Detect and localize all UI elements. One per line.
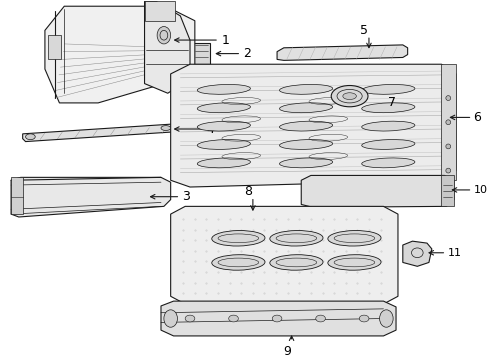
Ellipse shape [327, 255, 380, 270]
FancyBboxPatch shape [192, 43, 210, 64]
Text: 8: 8 [244, 185, 251, 198]
Text: 10: 10 [472, 185, 487, 195]
FancyBboxPatch shape [25, 193, 45, 202]
Ellipse shape [445, 96, 450, 100]
Ellipse shape [279, 121, 332, 131]
FancyBboxPatch shape [405, 184, 418, 202]
Polygon shape [11, 177, 22, 214]
Polygon shape [170, 206, 397, 304]
Ellipse shape [359, 315, 368, 322]
Ellipse shape [330, 86, 367, 107]
Ellipse shape [445, 120, 450, 125]
Text: 3: 3 [182, 190, 190, 203]
Polygon shape [402, 241, 431, 266]
Polygon shape [441, 175, 453, 206]
FancyBboxPatch shape [426, 184, 440, 202]
Ellipse shape [163, 310, 177, 327]
FancyBboxPatch shape [142, 193, 161, 202]
Ellipse shape [197, 140, 250, 149]
Polygon shape [277, 45, 407, 60]
Ellipse shape [197, 103, 250, 113]
Ellipse shape [197, 121, 250, 131]
Ellipse shape [197, 85, 250, 94]
Ellipse shape [379, 310, 392, 327]
Ellipse shape [279, 140, 332, 149]
Ellipse shape [361, 158, 414, 168]
Ellipse shape [361, 85, 414, 94]
Ellipse shape [445, 168, 450, 173]
Ellipse shape [25, 134, 35, 140]
Text: 2: 2 [243, 47, 250, 60]
Polygon shape [144, 1, 175, 21]
Text: 1: 1 [222, 33, 229, 46]
Ellipse shape [342, 93, 356, 99]
Text: 7: 7 [387, 96, 395, 109]
Polygon shape [144, 1, 190, 93]
Polygon shape [161, 301, 395, 336]
Ellipse shape [279, 103, 332, 113]
Polygon shape [48, 35, 61, 59]
Ellipse shape [211, 255, 264, 270]
FancyBboxPatch shape [55, 193, 74, 202]
FancyBboxPatch shape [320, 184, 333, 202]
Ellipse shape [228, 315, 238, 322]
Text: 5: 5 [359, 24, 367, 37]
Ellipse shape [445, 144, 450, 149]
Polygon shape [170, 64, 455, 187]
FancyBboxPatch shape [112, 193, 132, 202]
Ellipse shape [211, 230, 264, 246]
FancyBboxPatch shape [363, 184, 376, 202]
Ellipse shape [361, 121, 414, 131]
Polygon shape [45, 6, 194, 103]
Text: 11: 11 [447, 248, 461, 258]
Ellipse shape [315, 315, 325, 322]
Ellipse shape [361, 103, 414, 113]
Ellipse shape [197, 158, 250, 168]
FancyBboxPatch shape [83, 193, 103, 202]
Ellipse shape [361, 140, 414, 149]
Ellipse shape [185, 315, 194, 322]
Polygon shape [11, 177, 170, 217]
Ellipse shape [279, 85, 332, 94]
Text: 4: 4 [206, 122, 214, 135]
Polygon shape [301, 175, 453, 207]
Ellipse shape [272, 315, 281, 322]
Polygon shape [441, 64, 455, 180]
Ellipse shape [157, 27, 170, 44]
Ellipse shape [269, 255, 323, 270]
Polygon shape [22, 124, 173, 141]
FancyBboxPatch shape [384, 184, 397, 202]
Ellipse shape [279, 158, 332, 168]
Ellipse shape [327, 230, 380, 246]
Ellipse shape [161, 126, 170, 130]
Ellipse shape [269, 230, 323, 246]
FancyBboxPatch shape [341, 184, 355, 202]
Text: 6: 6 [472, 111, 480, 124]
Text: 9: 9 [282, 345, 290, 357]
